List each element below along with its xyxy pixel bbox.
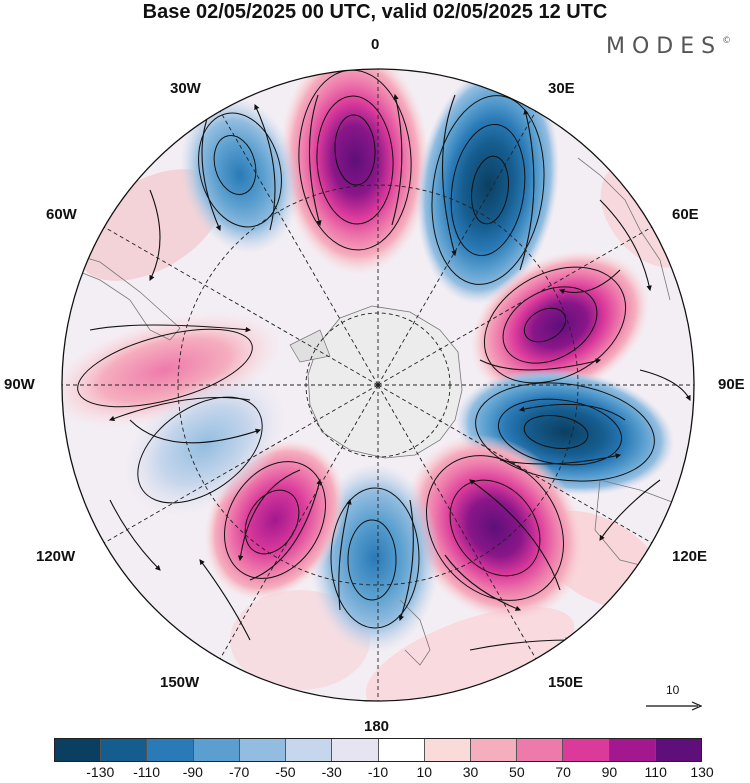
lon-label-90w: 90W xyxy=(4,376,35,393)
colorbar-tick-label: -50 xyxy=(275,764,296,780)
lon-label-60e: 60E xyxy=(672,206,699,223)
lon-label-30w: 30W xyxy=(170,80,201,97)
colorbar-segment xyxy=(424,739,471,761)
colorbar-segment xyxy=(55,739,102,761)
map-border xyxy=(61,68,695,702)
anomaly-field xyxy=(62,69,694,701)
colorbar-segment xyxy=(655,739,702,761)
colorbar-segment xyxy=(286,739,333,761)
colorbar-tick-label: 10 xyxy=(416,764,433,780)
modes-logo: MODES© xyxy=(606,34,731,59)
lon-label-150w: 150W xyxy=(160,674,200,691)
lon-label-30e: 30E xyxy=(548,80,575,97)
page-title: Base 02/05/2025 00 UTC, valid 02/05/2025… xyxy=(142,1,608,23)
colorbar-tick-label: 130 xyxy=(690,764,714,780)
colorbar-segment xyxy=(332,739,379,761)
colorbar-tick-label: 70 xyxy=(555,764,571,780)
lon-label-120w: 120W xyxy=(36,548,76,565)
colorbar-segment xyxy=(609,739,656,761)
logo-mark: © xyxy=(722,36,732,46)
colorbar-tick-label: 30 xyxy=(462,764,479,780)
colorbar-tick-label: -130 xyxy=(86,764,115,780)
colorbar-segment xyxy=(193,739,240,761)
lon-label-60w: 60W xyxy=(46,206,77,223)
colorbar-tick-label: -30 xyxy=(321,764,342,780)
lon-label-120e: 120E xyxy=(672,548,708,565)
colorbar-segment xyxy=(470,739,518,761)
colorbar-segment xyxy=(517,739,564,761)
colorbar-tick-label: -110 xyxy=(133,764,161,780)
lon-label-150e: 150E xyxy=(548,674,584,691)
colorbar-tick-label: -10 xyxy=(367,764,389,780)
colorbar-segment xyxy=(378,739,425,761)
colorbar xyxy=(54,738,702,762)
colorbar-segment xyxy=(147,739,194,761)
colorbar-tick-label: 50 xyxy=(509,764,525,780)
colorbar-labels: -130 -110 -90 -70 -50 -30 -10 10 30 50 70 90 110 130 xyxy=(54,764,713,782)
colorbar-tick-label: -70 xyxy=(229,764,250,780)
colorbar-segment xyxy=(563,739,610,761)
colorbar-tick-label: -90 xyxy=(182,764,203,780)
polar-map xyxy=(61,68,695,702)
vector-scale-arrow-icon xyxy=(646,701,702,711)
colorbar-tick-label: 90 xyxy=(601,764,618,780)
lon-label-90e: 90E xyxy=(718,376,745,393)
lon-label-0: 0 xyxy=(371,36,380,53)
vector-scale-label: 10 xyxy=(666,683,680,697)
colorbar-segment xyxy=(239,739,287,761)
colorbar-segment xyxy=(101,739,148,761)
lon-label-180: 180 xyxy=(364,718,390,735)
logo-text: MODES xyxy=(606,34,723,59)
colorbar-tick-label: 110 xyxy=(644,764,667,780)
